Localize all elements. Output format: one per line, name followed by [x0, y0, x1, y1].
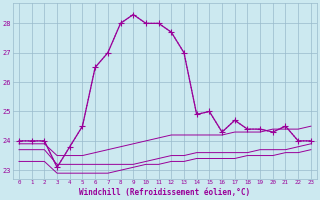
X-axis label: Windchill (Refroidissement éolien,°C): Windchill (Refroidissement éolien,°C)	[79, 188, 251, 197]
